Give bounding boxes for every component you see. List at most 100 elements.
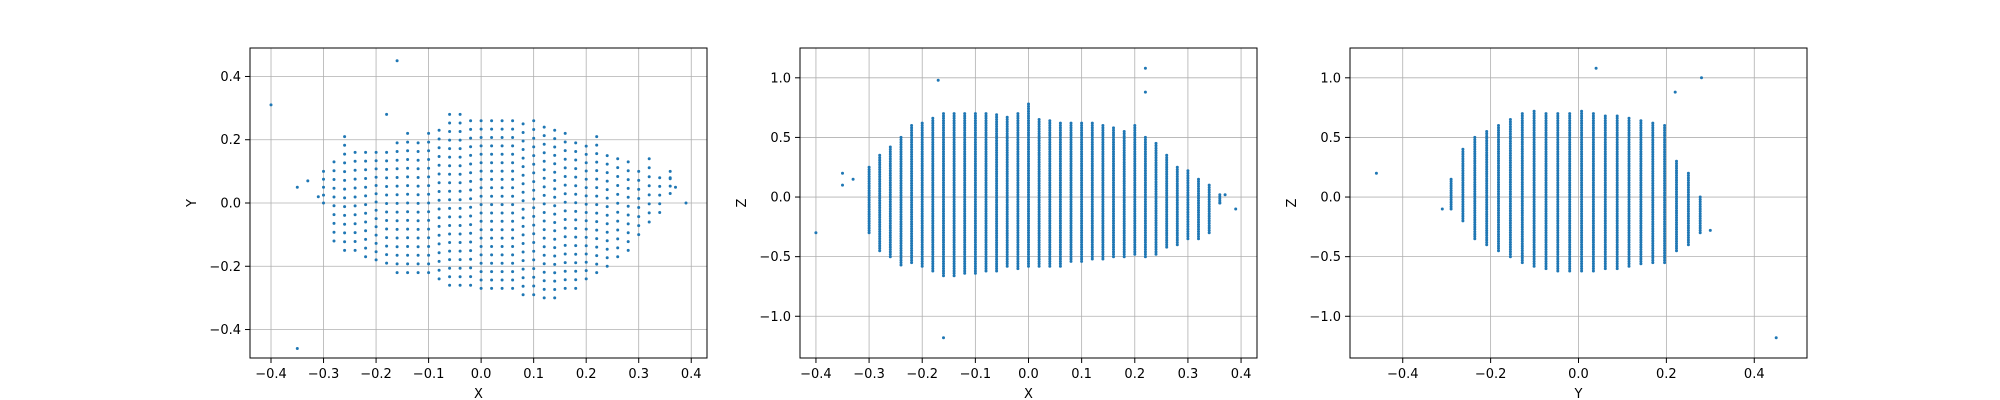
data-point bbox=[1143, 178, 1147, 182]
data-point bbox=[1016, 124, 1020, 127]
data-point bbox=[1544, 124, 1548, 127]
data-point bbox=[1651, 172, 1655, 176]
data-point bbox=[1186, 179, 1190, 182]
data-point bbox=[1615, 257, 1619, 261]
x-tick-label: 0.2 bbox=[576, 367, 597, 382]
data-point bbox=[1532, 164, 1536, 168]
data-point bbox=[1016, 245, 1020, 249]
data-point bbox=[973, 169, 977, 173]
data-point bbox=[1016, 112, 1020, 116]
data-point bbox=[1615, 250, 1619, 254]
data-point bbox=[1005, 170, 1009, 174]
data-point bbox=[1603, 257, 1607, 261]
data-point bbox=[1639, 178, 1643, 182]
data-point bbox=[1663, 196, 1667, 200]
data-point bbox=[1675, 209, 1678, 213]
data-point bbox=[626, 248, 630, 252]
data-point bbox=[995, 196, 999, 200]
data-point bbox=[1663, 258, 1667, 262]
data-point bbox=[878, 165, 882, 169]
data-point bbox=[1568, 166, 1572, 170]
data-point bbox=[1686, 228, 1690, 232]
data-point bbox=[920, 164, 924, 168]
x-axis-label: X bbox=[1024, 387, 1033, 400]
data-point bbox=[910, 174, 914, 178]
data-point bbox=[1556, 152, 1560, 156]
data-point bbox=[1544, 245, 1548, 249]
data-point bbox=[353, 222, 357, 226]
data-point bbox=[1686, 217, 1690, 220]
data-point bbox=[973, 176, 977, 180]
data-point bbox=[1639, 209, 1643, 213]
data-point bbox=[984, 202, 988, 206]
data-point bbox=[1556, 140, 1560, 144]
data-point bbox=[920, 157, 924, 161]
data-point bbox=[532, 275, 536, 279]
data-point bbox=[973, 269, 977, 273]
data-point bbox=[984, 236, 988, 240]
data-point bbox=[1485, 240, 1489, 244]
data-point bbox=[920, 224, 924, 228]
data-point bbox=[995, 120, 999, 124]
data-point bbox=[952, 145, 956, 149]
data-point bbox=[1186, 208, 1190, 212]
data-point bbox=[616, 255, 620, 259]
data-point bbox=[1698, 197, 1702, 201]
data-point bbox=[1197, 218, 1200, 222]
data-point bbox=[1603, 226, 1607, 230]
data-point bbox=[1133, 183, 1137, 187]
data-point bbox=[1058, 262, 1062, 266]
data-point bbox=[910, 253, 914, 257]
data-point bbox=[995, 215, 999, 218]
data-point bbox=[1556, 159, 1560, 163]
data-point bbox=[1591, 169, 1595, 173]
data-point bbox=[563, 235, 567, 239]
data-point bbox=[1154, 238, 1158, 242]
data-point bbox=[1027, 245, 1030, 249]
data-point bbox=[353, 204, 357, 208]
data-point bbox=[1197, 184, 1200, 188]
data-point bbox=[973, 159, 977, 163]
data-point bbox=[1175, 222, 1179, 226]
data-point bbox=[1508, 168, 1512, 172]
data-point bbox=[427, 192, 431, 196]
data-point bbox=[910, 246, 914, 250]
data-point bbox=[1473, 206, 1477, 210]
data-point bbox=[1615, 140, 1619, 144]
data-point bbox=[995, 224, 999, 228]
data-point bbox=[867, 172, 871, 176]
data-point bbox=[920, 226, 924, 230]
data-point bbox=[888, 176, 892, 180]
data-point bbox=[1016, 236, 1020, 240]
data-point bbox=[1580, 116, 1584, 120]
data-point bbox=[1016, 157, 1020, 161]
data-point bbox=[1675, 239, 1678, 243]
data-point bbox=[1037, 125, 1041, 129]
data-point bbox=[1037, 248, 1041, 252]
data-point bbox=[353, 195, 357, 199]
data-point bbox=[1532, 112, 1536, 116]
data-point bbox=[1544, 250, 1548, 254]
data-point bbox=[1048, 224, 1052, 228]
data-point bbox=[1591, 131, 1595, 135]
data-point bbox=[1037, 260, 1041, 263]
data-point bbox=[1591, 202, 1595, 206]
data-point bbox=[500, 219, 504, 223]
data-point bbox=[952, 190, 956, 194]
data-point bbox=[878, 230, 882, 234]
data-point bbox=[1686, 226, 1690, 230]
data-point bbox=[542, 202, 546, 206]
data-point bbox=[511, 261, 515, 265]
data-point bbox=[521, 122, 525, 126]
data-point bbox=[942, 135, 945, 139]
data-point bbox=[584, 227, 588, 231]
data-point bbox=[385, 253, 389, 257]
data-point bbox=[1497, 216, 1500, 220]
data-point bbox=[963, 257, 967, 261]
data-point bbox=[1016, 267, 1020, 271]
data-point bbox=[899, 176, 903, 180]
data-point bbox=[658, 211, 662, 214]
data-point bbox=[1544, 164, 1548, 168]
data-point bbox=[1101, 207, 1105, 211]
data-point bbox=[963, 224, 967, 228]
